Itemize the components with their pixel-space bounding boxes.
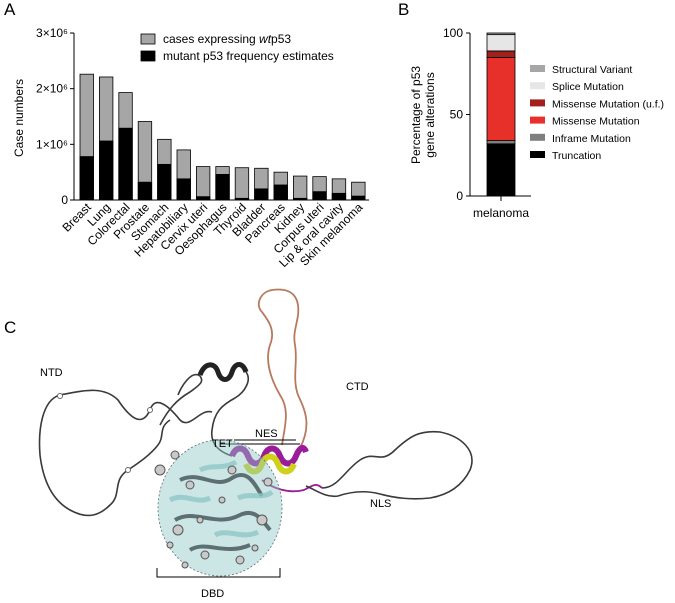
legend-label-1: mutant p53 frequency estimates [163, 49, 334, 63]
dbd-node [166, 541, 174, 549]
legend-label-3: Missense Mutation [552, 116, 640, 128]
dbd-node [263, 477, 273, 487]
dbd-bracket [156, 568, 281, 578]
chart-b-p53-alterations: 0 50 100 Percentage of p53gene alterations m… [409, 26, 664, 220]
bar-mutant-11 [292, 197, 308, 201]
ntd-node [125, 467, 131, 473]
bar-mutant-4 [157, 163, 172, 201]
dbd-node [256, 514, 268, 526]
y-tick-label: 0 [61, 193, 68, 207]
ntd-loop [159, 373, 203, 426]
stack-segment-3 [486, 50, 516, 58]
dbd-node [196, 516, 204, 524]
legend-swatch-3 [530, 116, 545, 124]
bar-mutant-9 [254, 188, 269, 201]
legend-swatch-5 [530, 151, 545, 158]
dbd-label: DBD [201, 588, 224, 600]
ntd-label: NTD [40, 367, 63, 379]
y-axis-label: Percentage of p53gene alterations [409, 66, 437, 164]
panel-label-c: C [4, 318, 17, 337]
legend-swatch-4 [530, 133, 545, 141]
y-tick-label: 100 [443, 26, 463, 40]
dbd-strands [168, 459, 274, 538]
bar-mutant-10 [273, 184, 288, 201]
legend-label-1: Splice Mutation [552, 81, 624, 93]
dbd-node [172, 524, 184, 536]
stack-segment-5 [486, 32, 516, 36]
legend-swatch-0 [140, 33, 156, 45]
stack-segment-4 [486, 34, 516, 52]
ctd-loop [258, 288, 308, 449]
bar-mutant-1 [99, 140, 114, 201]
bar-mutant-12 [312, 191, 327, 201]
nes-label: NES [255, 428, 278, 440]
dbd-node [181, 561, 189, 569]
dbd-node [235, 555, 245, 565]
y-tick-label: 3×10⁶ [36, 26, 68, 40]
legend-swatch-0 [530, 65, 545, 72]
dbd-node [154, 464, 166, 476]
legend-label-0: Structural Variant [552, 64, 632, 76]
bar-mutant-5 [176, 178, 191, 201]
ntd-helix [197, 362, 249, 382]
legend-label-0: cases expressing wtp53 [163, 32, 291, 46]
ntd-coil [38, 389, 213, 517]
legend-label-2: Missense Mutation (u.f.) [552, 98, 664, 110]
legend-swatch-1 [140, 50, 156, 62]
stack-segment-1 [486, 140, 516, 145]
ntd-node [147, 407, 153, 413]
legend-swatch-1 [530, 82, 545, 90]
bar-mutant-3 [137, 181, 153, 201]
ntd-node [57, 393, 63, 399]
bar-mutant-0 [79, 156, 94, 201]
dbd-node [170, 450, 180, 460]
y-axis-label: Case numbers [12, 79, 26, 157]
bar-mutant-2 [118, 127, 133, 201]
tet-label: TET [212, 438, 233, 450]
bar-wt-8 [234, 167, 250, 201]
dbd-body [157, 439, 283, 577]
bar-wt-11 [292, 175, 308, 201]
nes-helix [243, 453, 297, 475]
dbd-node [227, 465, 237, 475]
bar-mutant-13 [331, 192, 347, 201]
p53-structure-illustration: NTD CTD TET NES NLS DBD [38, 288, 473, 600]
bar-wt-6 [195, 166, 211, 201]
stack-segment-0 [486, 143, 516, 197]
dbd-node [251, 544, 259, 552]
bar-mutant-6 [195, 196, 211, 201]
bar-mutant-8 [234, 197, 250, 201]
y-tick-label: 2×10⁶ [36, 82, 68, 96]
y-tick-label: 0 [456, 189, 463, 203]
nls-label: NLS [370, 498, 391, 510]
bar-mutant-14 [351, 195, 366, 201]
bar-mutant-7 [215, 173, 230, 201]
panel-label-a: A [4, 0, 16, 19]
y-tick-label: 1×10⁶ [36, 137, 68, 151]
dbd-node [200, 550, 210, 560]
y-tick-label: 50 [450, 108, 464, 122]
dbd-node [185, 480, 195, 490]
tet-to-nls-linker [261, 479, 323, 493]
stack-segment-2 [486, 57, 516, 141]
dbd-node [218, 496, 226, 504]
legend-label-4: Inframe Mutation [552, 133, 631, 145]
panel-label-b: B [398, 0, 410, 19]
ctd-label: CTD [346, 381, 369, 393]
ntd-tail [210, 371, 250, 457]
nls-coil [305, 430, 473, 500]
legend-swatch-2 [530, 99, 545, 107]
legend-label-5: Truncation [552, 150, 601, 162]
tet-helix [229, 444, 309, 467]
x-tick-label: melanoma [473, 206, 529, 220]
